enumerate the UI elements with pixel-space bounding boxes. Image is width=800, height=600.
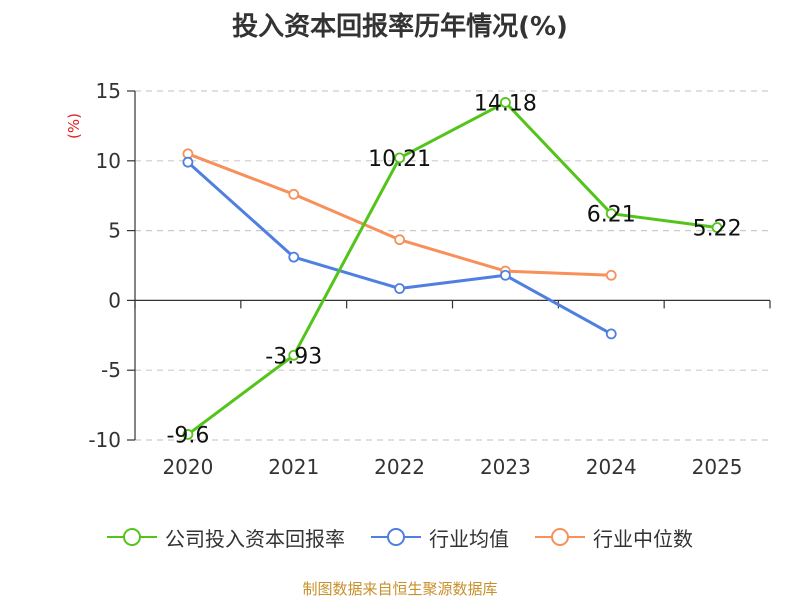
data-point: [394, 234, 405, 246]
y-tick-label: -5: [101, 358, 121, 382]
data-point: [500, 269, 511, 281]
y-tick-label: -10: [88, 428, 121, 452]
data-label: 5.22: [693, 217, 742, 242]
x-tick-label: 2022: [374, 455, 425, 479]
legend-marker-industry-mean: [371, 528, 421, 546]
data-point: [288, 349, 300, 361]
legend-item-industry-mean[interactable]: 行业均值: [371, 523, 509, 552]
data-point: [605, 208, 617, 220]
x-tick-label: 2021: [268, 455, 319, 479]
legend-label-company: 公司投入资本回报率: [165, 526, 345, 551]
y-tick-label: 5: [108, 219, 121, 243]
legend-marker-company: [107, 528, 157, 546]
data-point: [605, 269, 617, 281]
source-note: 制图数据来自恒生聚源数据库: [302, 580, 498, 598]
data-label: -3.93: [265, 344, 322, 369]
y-tick-label: 0: [108, 288, 121, 312]
legend-label-industry-mean: 行业均值: [429, 526, 509, 551]
legend-item-company[interactable]: 公司投入资本回报率: [107, 523, 345, 552]
series-line: [187, 100, 718, 436]
x-tick-label: 2025: [692, 455, 743, 479]
legend-item-industry-median[interactable]: 行业中位数: [535, 523, 693, 552]
data-point: [605, 328, 617, 340]
x-tick-label: 2020: [162, 455, 213, 479]
x-tick-label: 2023: [480, 455, 531, 479]
data-point: [500, 97, 511, 108]
legend-marker-industry-median: [535, 528, 585, 546]
legend: 公司投入资本回报率 行业均值 行业中位数: [0, 520, 800, 554]
y-tick-label: 10: [96, 149, 121, 173]
series-line: [186, 161, 613, 336]
data-point: [394, 283, 405, 294]
y-tick-label: 15: [96, 79, 121, 103]
legend-label-industry-median: 行业中位数: [593, 526, 693, 551]
series-line: [187, 152, 612, 277]
data-point: [288, 251, 300, 263]
data-label: 10.21: [368, 147, 431, 172]
chart-title: 投入资本回报率历年情况(%): [232, 12, 568, 42]
x-tick-label: 2024: [586, 455, 637, 479]
data-point: [288, 188, 300, 200]
data-point: [711, 222, 723, 233]
data-label: -9.6: [166, 423, 209, 448]
data-label: 14.18: [474, 91, 537, 116]
data-point: [182, 156, 194, 168]
data-point: [394, 152, 405, 164]
y-axis-unit-label: (%): [65, 113, 83, 139]
data-point: [182, 429, 194, 440]
data-label: 6.21: [587, 203, 636, 228]
